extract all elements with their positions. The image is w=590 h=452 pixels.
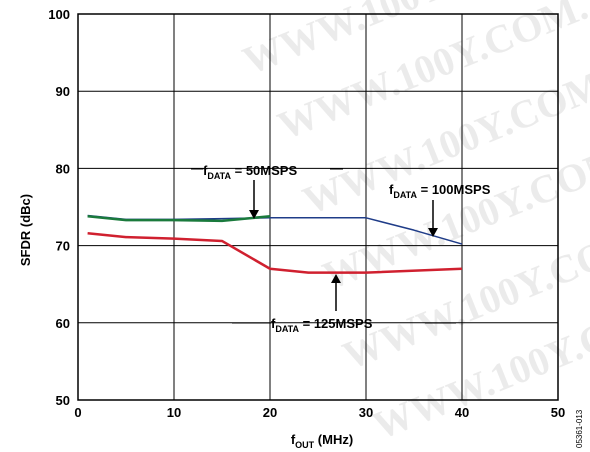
x-tick-label: 40 [455,405,469,420]
series-line-125msps [87,232,463,274]
arrow-125msps-head [331,274,341,283]
x-tick-label: 50 [551,405,565,420]
x-tick-label: 0 [74,405,81,420]
y-tick-label: 60 [56,316,70,331]
plot-frame [77,13,559,401]
annotation-100msps: fDATA = 100MSPS [389,182,491,200]
annotation-125msps: fDATA = 125MSPS [271,316,373,334]
y-tick-label: 100 [48,7,70,22]
tick-labels: 0 10 20 30 40 50 50 60 70 80 90 100 [48,7,565,420]
arrow-50msps-head [249,210,259,219]
arrow-100msps-head [428,228,438,237]
y-tick-label: 80 [56,161,70,176]
x-tick-label: 30 [359,405,373,420]
y-tick-label: 50 [56,393,70,408]
series-line-50msps [87,215,271,223]
watermark-layer: WWW.100Y.COM.TWWWW.100Y.COM.TWWWW.100Y.C… [237,0,590,448]
x-axis-title: fOUT (MHz) [291,432,353,450]
figure-id: 05361-013 [575,409,584,448]
annotation-50msps: fDATA = 50MSPS [203,163,297,181]
y-axis-title: SFDR (dBc) [18,194,33,266]
x-tick-label: 20 [263,405,277,420]
series-layer [87,214,463,274]
annotations: fDATA = 50MSPS fDATA = 100MSPS fDATA = 1… [191,163,491,334]
grid-lines [78,14,558,400]
y-tick-label: 90 [56,84,70,99]
y-tick-label: 70 [56,239,70,254]
x-tick-label: 10 [167,405,181,420]
